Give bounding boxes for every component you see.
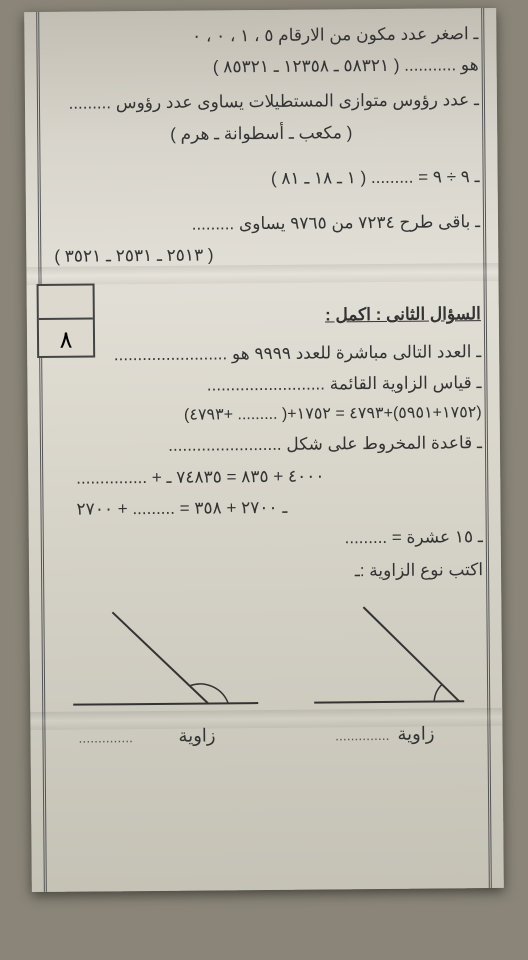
q2-next-number: ـ العدد التالى مباشرة للعدد ٩٩٩٩ هو ....…: [45, 338, 481, 369]
angle-right-label: زاوية: [397, 720, 434, 749]
q2-cone: ـ قاعدة المخروط على شكل ................…: [46, 430, 482, 461]
angle-left-label: زاوية: [178, 722, 215, 751]
q1-smallest-prompt: ـ اصغر عدد مكون من الارقام ٥ ، ١ ، ٠ ، ٠: [42, 20, 478, 51]
q2-angle-prompt: اكتب نوع الزاوية :ـ: [47, 556, 483, 587]
q1-division: ـ ٩ ÷ ٩ = ......... ( ١ ـ ١٨ ـ ٨١ ): [44, 163, 480, 194]
q2-expand1: ............... + ٤٠٠٠ + ٨٣٥ = ٧٤٨٣٥ ـ: [46, 461, 482, 492]
q2-tens: ـ ١٥ عشرة = .........: [47, 523, 483, 554]
q2-commut: ـ ٢٧٠٠ + ٣٥٨ = ......... + ٢٧٠٠: [46, 492, 482, 523]
angle-left-blank: ..............: [78, 727, 133, 750]
angle-acute-svg: [303, 592, 474, 723]
score-value: ٨: [39, 317, 93, 357]
q2-assoc: (١٧٥٢+٥٩٥١)+٤٧٩٣ = ١٧٥٢+( ......... +٤٧٩…: [46, 400, 482, 429]
score-box: ٨: [37, 283, 96, 358]
angle-right-blank: ..............: [335, 724, 390, 747]
q1-smallest-choices: هو ........... ( ٥٨٣٢١ ـ ١٢٣٥٨ ـ ٨٥٣٢١ ): [43, 51, 479, 82]
q1-vertices-prompt: ـ عدد رؤوس متوازى المستطيلات يساوى عدد ر…: [43, 86, 479, 117]
q2-right-angle: ـ قياس الزاوية القائمة .................…: [45, 369, 481, 400]
angles-diagram: زاوية .............. زاوية .............…: [47, 591, 484, 765]
q2-title: السؤال الثانى : اكمل :: [45, 300, 481, 331]
angle-obtuse-svg: [67, 593, 268, 725]
q1-subtraction: ـ باقى طرح ٧٢٣٤ من ٩٧٦٥ يساوى .........: [44, 208, 480, 239]
q1-vertices-choices: ( مكعب ـ أسطوانة ـ هرم ): [43, 118, 479, 149]
